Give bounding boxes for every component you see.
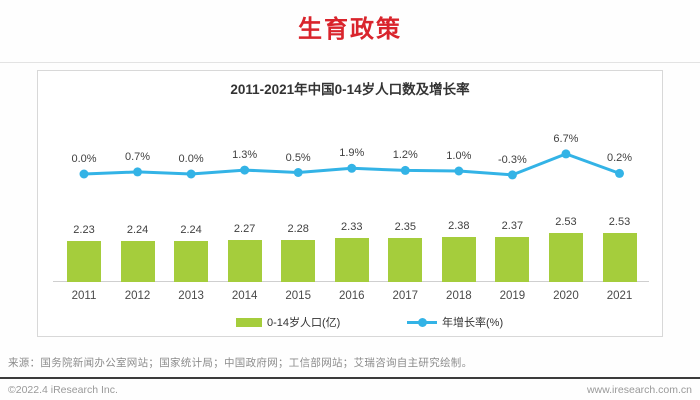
- bar-value-label: 2.28: [287, 222, 309, 235]
- bar-value-label: 2.33: [341, 221, 363, 234]
- footer-website-link[interactable]: www.iresearch.com.cn: [586, 384, 692, 396]
- x-axis-label: 2020: [553, 290, 579, 302]
- bar-2019: [495, 237, 530, 282]
- line-point-label: 0.7%: [125, 150, 151, 163]
- source-note: 来源：国务院新闻办公室网站；国家统计局；中国政府网；工信部网站；艾瑞咨询自主研究…: [8, 357, 473, 369]
- line-dot: [615, 168, 624, 178]
- x-axis-label: 2021: [606, 290, 633, 302]
- legend-item-population: 0-14岁人口(亿): [236, 314, 340, 330]
- x-axis-label: 2012: [124, 290, 151, 302]
- bar-value-label: 2.38: [448, 219, 470, 232]
- bar-2018: [441, 236, 476, 282]
- legend-label-population: 0-14岁人口(亿): [267, 317, 341, 329]
- bar-2016: [334, 238, 369, 282]
- bar-2011: [67, 241, 101, 282]
- line-point-label: 1.3%: [232, 149, 258, 162]
- x-axis-label: 2013: [178, 290, 204, 302]
- line-legend-swatch-icon: [407, 317, 437, 327]
- chart-title: 2011-2021年中国0-14岁人口数及增长率: [230, 82, 470, 97]
- bar-2014: [227, 240, 262, 282]
- bar-value-label: 2.24: [180, 223, 202, 236]
- bar-value-label: 2.24: [126, 223, 149, 236]
- bar-legend-swatch-icon: [236, 317, 262, 327]
- header-divider: [0, 62, 700, 63]
- legend-label-growth-rate: 年增长率(%): [442, 317, 504, 329]
- x-axis-label: 2016: [338, 290, 365, 302]
- line-point-label: -0.3%: [498, 153, 527, 166]
- line-point-label: 0.0%: [71, 153, 97, 165]
- chart-legend: 0-14岁人口(亿) 年增长率(%): [38, 314, 662, 334]
- line-point-label: 6.7%: [553, 132, 579, 145]
- x-axis-label: 2015: [285, 290, 311, 302]
- bar-value-label: 2.27: [233, 223, 256, 236]
- line-dot: [133, 167, 143, 177]
- x-axis-label: 2014: [231, 290, 258, 302]
- bar-2020: [548, 232, 583, 282]
- line-dot: [347, 163, 357, 173]
- chart-container: 2011-2021年中国0-14岁人口数及增长率 2.23 2011 2.24 201…: [37, 70, 663, 337]
- line-point-label: 0.5%: [285, 151, 311, 164]
- chart-plot-area: 2.23 2011 2.24 2012 2.24 2013 2.27 2014 2.28 2015…: [38, 71, 664, 338]
- line-point-label: 1.2%: [392, 149, 418, 162]
- bar-2015: [281, 239, 316, 282]
- bar-2012: [120, 240, 155, 282]
- line-point-label: 1.0%: [446, 150, 472, 162]
- footer-divider: [0, 377, 700, 379]
- x-axis-label: 2017: [392, 290, 419, 302]
- line-dot: [79, 169, 89, 179]
- line-point-label: 1.9%: [339, 147, 365, 160]
- line-point-label: 0.2%: [606, 152, 633, 165]
- bar-2017: [388, 237, 423, 282]
- bar-2013: [174, 240, 209, 282]
- bar-value-label: 2.35: [394, 220, 416, 233]
- line-dot: [507, 170, 517, 180]
- bar-value-label: 2.37: [501, 220, 524, 233]
- line-dot: [561, 149, 571, 159]
- x-axis-label: 2011: [71, 290, 97, 302]
- line-dot: [454, 166, 464, 176]
- legend-item-growth-rate: 年增长率(%): [407, 314, 503, 330]
- x-axis-label: 2018: [446, 290, 472, 302]
- bar-value-label: 2.23: [73, 224, 95, 237]
- bar-2021: [602, 232, 637, 282]
- page-title: 生育政策: [298, 16, 402, 43]
- line-dot: [186, 169, 196, 179]
- x-axis-label: 2019: [499, 290, 526, 302]
- line-point-label: 0.0%: [178, 153, 204, 165]
- line-dot: [240, 165, 250, 175]
- bar-value-label: 2.53: [555, 215, 577, 228]
- line-dot: [400, 165, 410, 175]
- line-dot: [293, 168, 303, 177]
- bar-value-label: 2.53: [608, 215, 631, 228]
- footer-copyright: ©2022.4 iResearch Inc.: [8, 384, 118, 396]
